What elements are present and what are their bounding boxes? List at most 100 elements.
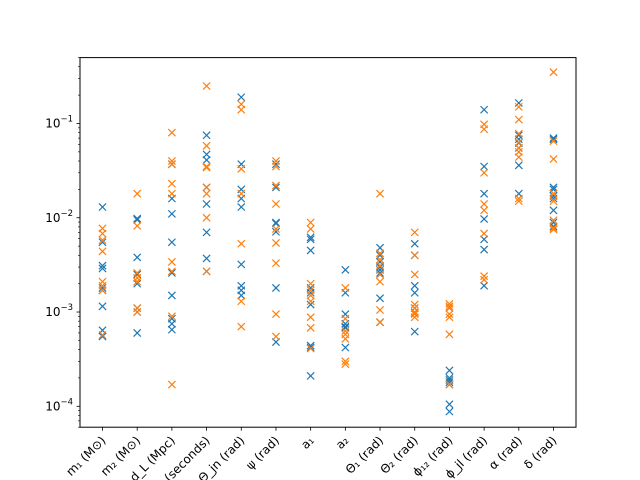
data-point-marker [410, 251, 419, 260]
data-point-marker [410, 239, 419, 248]
data-point-marker [167, 319, 176, 328]
data-point-marker [549, 137, 558, 146]
data-point-stroke [271, 224, 280, 234]
data-point-stroke [480, 245, 489, 254]
data-point-stroke [445, 304, 454, 313]
data-point-marker [237, 202, 246, 212]
data-point-stroke [237, 322, 246, 331]
data-point-stroke [237, 297, 246, 306]
data-point-stroke [167, 257, 176, 266]
data-point-marker [376, 268, 385, 277]
data-point-stroke [271, 283, 280, 292]
data-point-marker [514, 102, 523, 111]
data-point-marker [202, 162, 211, 171]
data-point-stroke [202, 254, 211, 263]
data-point-marker [480, 189, 489, 198]
data-point-stroke [202, 267, 211, 276]
data-point-stroke [549, 222, 558, 231]
data-point-marker [202, 131, 211, 140]
data-point-marker [167, 312, 176, 321]
data-point-stroke [271, 218, 280, 227]
data-point-marker [549, 189, 558, 198]
data-point-marker [410, 281, 419, 290]
data-point-marker [445, 400, 454, 409]
data-point-marker [410, 327, 419, 336]
data-point-marker [202, 267, 211, 276]
x-category-label: δ (rad) [521, 433, 559, 471]
data-point-stroke [514, 197, 523, 206]
data-point-marker [306, 218, 315, 227]
data-point-stroke [167, 291, 176, 300]
data-point-stroke [514, 115, 523, 124]
data-point-marker [167, 160, 176, 169]
data-point-stroke [376, 261, 385, 270]
data-point-stroke [480, 125, 489, 134]
x-category-label: a₁ [298, 433, 317, 452]
data-point-marker [237, 105, 246, 114]
data-point-stroke [480, 235, 489, 244]
data-point-marker [306, 344, 315, 353]
data-point-stroke [445, 313, 454, 322]
data-point-marker [202, 228, 211, 237]
data-point-marker [410, 310, 419, 319]
data-point-stroke [306, 323, 315, 332]
data-point-stroke [306, 313, 315, 322]
data-point-marker [167, 156, 176, 166]
data-point-stroke [133, 270, 142, 279]
data-point-stroke [202, 189, 211, 198]
data-point-stroke [514, 153, 523, 162]
data-point-marker [133, 214, 142, 223]
data-point-stroke [202, 131, 211, 140]
data-point-stroke [202, 183, 211, 192]
data-point-stroke [306, 343, 315, 352]
data-point-stroke [167, 380, 176, 389]
data-point-stroke [271, 259, 280, 268]
data-point-marker [514, 98, 523, 108]
data-point-marker [133, 277, 142, 286]
data-point-stroke [98, 261, 107, 270]
data-point-marker [376, 263, 385, 272]
data-point-stroke [549, 137, 558, 146]
data-point-marker [341, 360, 350, 369]
data-point-marker [271, 160, 280, 169]
data-point-stroke [98, 302, 107, 311]
data-point-marker [445, 380, 454, 389]
data-point-stroke [167, 325, 176, 334]
x-category-label: α (rad) [486, 433, 525, 472]
data-point-marker [133, 328, 142, 337]
data-point-stroke [202, 163, 211, 172]
data-point-stroke [202, 228, 211, 237]
data-point-stroke [341, 343, 350, 352]
data-point-stroke [410, 310, 419, 319]
data-point-marker [376, 189, 385, 198]
data-point-marker [306, 235, 315, 244]
data-point-stroke [376, 263, 385, 272]
data-point-stroke [480, 105, 489, 114]
data-point-marker [306, 341, 315, 350]
data-point-marker [167, 179, 176, 188]
data-point-marker [237, 322, 246, 331]
data-point-stroke [341, 283, 350, 292]
data-point-marker [376, 318, 385, 327]
data-point-marker [549, 206, 558, 215]
data-point-marker [167, 128, 176, 137]
data-point-stroke [480, 199, 489, 209]
data-point-marker [98, 238, 107, 247]
data-point-stroke [376, 305, 385, 315]
data-point-stroke [341, 265, 350, 274]
data-point-stroke [514, 194, 523, 203]
data-point-stroke [271, 310, 280, 319]
data-point-marker [480, 272, 489, 281]
data-point-stroke [306, 297, 315, 306]
data-point-marker [237, 93, 246, 102]
data-point-marker [480, 281, 489, 290]
data-point-marker [376, 294, 385, 303]
data-point-stroke [480, 206, 489, 215]
data-point-marker [480, 229, 489, 238]
data-point-stroke [410, 281, 419, 290]
data-point-stroke [306, 288, 315, 297]
data-point-stroke [376, 318, 385, 327]
data-point-stroke [271, 162, 280, 171]
data-point-stroke [445, 366, 454, 375]
data-point-marker [376, 249, 385, 258]
